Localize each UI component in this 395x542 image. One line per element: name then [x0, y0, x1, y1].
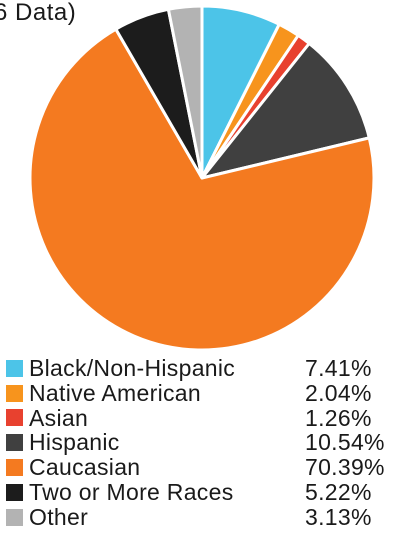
pie-slice-caucasian	[28, 27, 376, 350]
legend-label: Caucasian	[29, 454, 141, 481]
legend-item: Two or More Races 5.22%	[6, 478, 392, 505]
legend-swatch	[6, 359, 23, 377]
legend-item: Caucasian 70.39%	[6, 454, 392, 481]
legend-swatch	[6, 434, 23, 452]
legend-swatch	[6, 409, 23, 427]
pie-chart	[28, 4, 376, 350]
pie-slice-hispanic	[200, 42, 371, 180]
legend-value: 1.26%	[305, 404, 372, 431]
legend-item: Black/Non-Hispanic 7.41%	[6, 354, 392, 381]
legend-swatch	[6, 384, 23, 402]
legend-value: 3.13%	[305, 503, 372, 530]
chart-title: 6 Data)	[0, 0, 77, 26]
legend-label: Black/Non-Hispanic	[29, 354, 236, 381]
legend-label: Two or More Races	[29, 478, 234, 505]
pie-slice-other	[166, 4, 204, 180]
legend-swatch	[6, 483, 23, 501]
legend-value: 10.54%	[305, 429, 385, 456]
legend-item: Hispanic 10.54%	[6, 429, 392, 456]
legend-swatch	[6, 508, 23, 526]
legend-value: 2.04%	[305, 379, 372, 406]
legend-item: Other 3.13%	[6, 503, 392, 530]
legend-item: Native American 2.04%	[6, 379, 392, 406]
legend-value: 70.39%	[305, 454, 385, 481]
legend-swatch	[6, 459, 23, 477]
legend-label: Hispanic	[29, 429, 120, 456]
legend-value: 7.41%	[305, 354, 372, 381]
legend-value: 5.22%	[305, 478, 372, 505]
legend-label: Native American	[29, 379, 201, 406]
legend-label: Other	[29, 503, 89, 530]
legend-item: Asian 1.26%	[6, 404, 392, 431]
legend-label: Asian	[29, 404, 89, 431]
chart-legend: Black/Non-Hispanic 7.41% Native American 2.…	[6, 354, 392, 530]
